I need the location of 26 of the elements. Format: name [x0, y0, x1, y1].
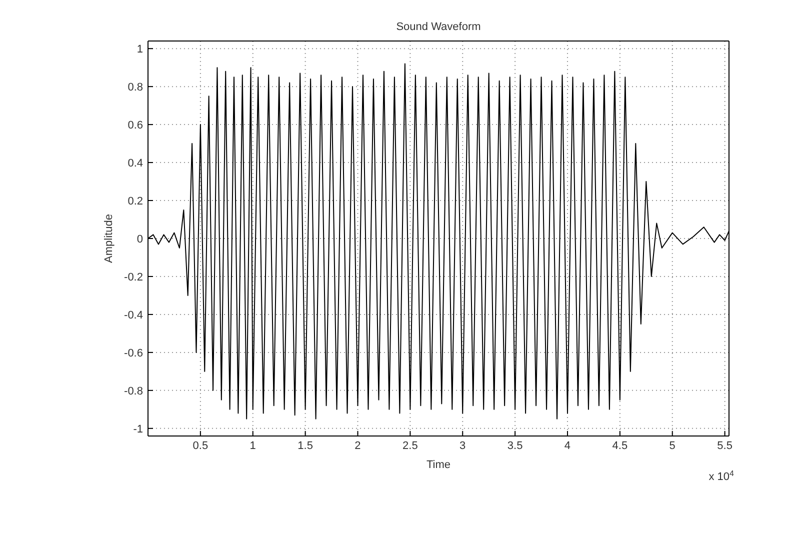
x-tick-label: 4.5	[612, 440, 628, 452]
chart-title: Sound Waveform	[396, 21, 481, 33]
y-tick-label: 0.6	[128, 119, 143, 132]
x-tick-label: 4	[564, 440, 571, 452]
x-tick-label: 1.5	[298, 440, 313, 452]
y-tick-label: -0.8	[124, 385, 143, 398]
x-tick-label: 1	[250, 440, 256, 452]
y-tick-label: -0.4	[124, 309, 143, 322]
x-tick-label: 3.5	[507, 440, 523, 452]
y-tick-label: 1	[136, 44, 143, 56]
y-tick-label: -0.2	[124, 271, 143, 284]
y-axis-title: Amplitude	[102, 214, 115, 263]
x-tick-label: 5	[669, 440, 676, 452]
x-tick-label: 0.5	[192, 440, 208, 452]
x-tick-label: 2.5	[402, 440, 418, 452]
y-tick-label: 0.8	[128, 81, 143, 94]
x-axis-title: Time	[426, 459, 451, 471]
x-tick-label: 5.5	[717, 440, 732, 452]
text: x 10$^{4}$	[708, 468, 735, 483]
x-tick-label: 2	[354, 440, 361, 452]
y-tick-label: 0.4	[128, 157, 143, 170]
x-tick-label: 3	[460, 440, 466, 452]
y-tick-label: 0	[136, 233, 143, 246]
y-tick-label: -1	[133, 423, 143, 436]
y-tick-label: 0.2	[128, 195, 143, 208]
y-tick-label: -0.6	[124, 347, 143, 360]
